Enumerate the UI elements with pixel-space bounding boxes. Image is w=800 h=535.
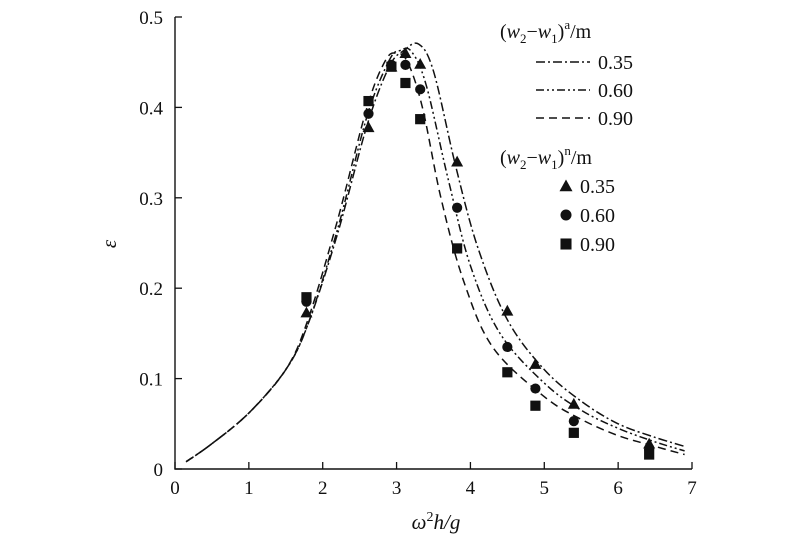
point-0.90-square (386, 61, 397, 72)
x-tick-label: 1 (244, 478, 254, 499)
x-tick-label: 0 (170, 478, 180, 499)
legend-marker-label: 0.35 (580, 176, 615, 198)
point-0.90-square (301, 292, 312, 303)
point-0.35-triangle (567, 397, 580, 409)
legend-line-label: 0.90 (598, 108, 633, 130)
legend-marker-square (560, 238, 572, 250)
point-0.60-circle (415, 84, 426, 95)
legend-numerical-title: (w2−w1)n/m (500, 143, 592, 172)
point-0.90-square (530, 400, 541, 411)
legend: (w2−w1)a/m (w2−w1)n/m 0.35 0.60 0.90 0.35 0.60… (500, 17, 633, 256)
y-axis-title: ε (97, 239, 121, 248)
x-tick-label: 5 (540, 478, 550, 499)
point-0.90-square (452, 243, 463, 254)
point-0.35-triangle (529, 358, 542, 369)
curve-0.35 (185, 42, 685, 463)
point-0.90-square (644, 449, 655, 460)
legend-line-label: 0.35 (598, 52, 633, 74)
point-0.35-triangle (362, 121, 375, 133)
point-0.35-triangle (414, 58, 427, 69)
point-0.60-circle (400, 59, 411, 71)
point-0.60-circle (363, 108, 374, 119)
x-tick-label: 6 (613, 478, 623, 499)
point-0.60-circle (452, 202, 463, 213)
x-tick-label: 4 (466, 478, 476, 499)
x-tick-label: 7 (687, 478, 697, 499)
y-tick-label: 0.2 (139, 279, 163, 300)
point-0.60-circle (568, 415, 579, 427)
axes: 0 1 2 3 4 5 6 7 0 0.1 0.2 0.3 0.4 0.5 (139, 8, 697, 499)
plot-area (185, 42, 685, 463)
point-0.90-square (568, 427, 579, 438)
legend-marker-label: 0.90 (580, 234, 615, 256)
x-axis-title: ω2h/g (412, 510, 461, 534)
y-tick-label: 0.4 (139, 98, 163, 119)
legend-analytical-title: (w2−w1)a/m (500, 17, 592, 46)
y-tick-label: 0 (154, 460, 164, 481)
x-tick-label: 3 (392, 478, 402, 499)
y-tick-label: 0.5 (139, 8, 163, 29)
point-0.90-square (400, 77, 411, 89)
legend-marker-circle (560, 209, 572, 221)
point-0.35-triangle (399, 47, 412, 58)
point-0.35-triangle (451, 155, 464, 167)
x-tick-label: 2 (318, 478, 328, 499)
y-tick-label: 0.1 (139, 370, 163, 391)
point-0.90-square (502, 367, 513, 378)
point-0.90-square (363, 95, 374, 107)
legend-marker-label: 0.60 (580, 205, 615, 227)
legend-marker-triangle (559, 179, 573, 192)
y-tick-label: 0.3 (139, 189, 163, 210)
point-0.35-triangle (300, 306, 313, 318)
point-0.90-square (415, 114, 426, 125)
legend-line-label: 0.60 (598, 80, 633, 102)
point-0.35-triangle (501, 304, 514, 316)
point-0.60-circle (502, 341, 513, 353)
point-0.60-circle (530, 383, 541, 394)
